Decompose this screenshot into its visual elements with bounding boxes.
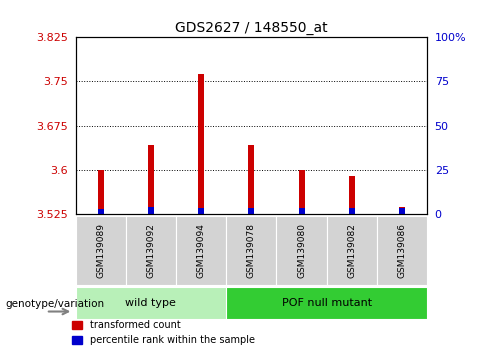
Bar [349,176,355,214]
Bar [399,208,405,214]
Text: GSM139094: GSM139094 [197,223,205,278]
Text: GSM139092: GSM139092 [146,223,156,278]
Title: GDS2627 / 148550_at: GDS2627 / 148550_at [175,21,327,35]
Bar [248,208,254,214]
Text: GSM139078: GSM139078 [247,223,256,278]
Legend: transformed count, percentile rank within the sample: transformed count, percentile rank withi… [68,316,259,349]
Bar [349,208,355,214]
Bar [399,206,405,214]
Bar [299,208,305,214]
Text: wild type: wild type [125,298,176,308]
Bar [98,209,104,214]
Text: POF null mutant: POF null mutant [282,298,372,308]
Text: GSM139082: GSM139082 [347,223,356,278]
Bar [198,74,204,214]
Bar [148,207,154,214]
Text: GSM139089: GSM139089 [96,223,105,278]
Bar [198,208,204,214]
Text: GSM139080: GSM139080 [297,223,306,278]
Bar [299,170,305,214]
Bar [98,170,104,214]
Text: genotype/variation: genotype/variation [5,299,104,309]
Text: GSM139086: GSM139086 [397,223,407,278]
Bar [248,144,254,214]
Bar [148,144,154,214]
